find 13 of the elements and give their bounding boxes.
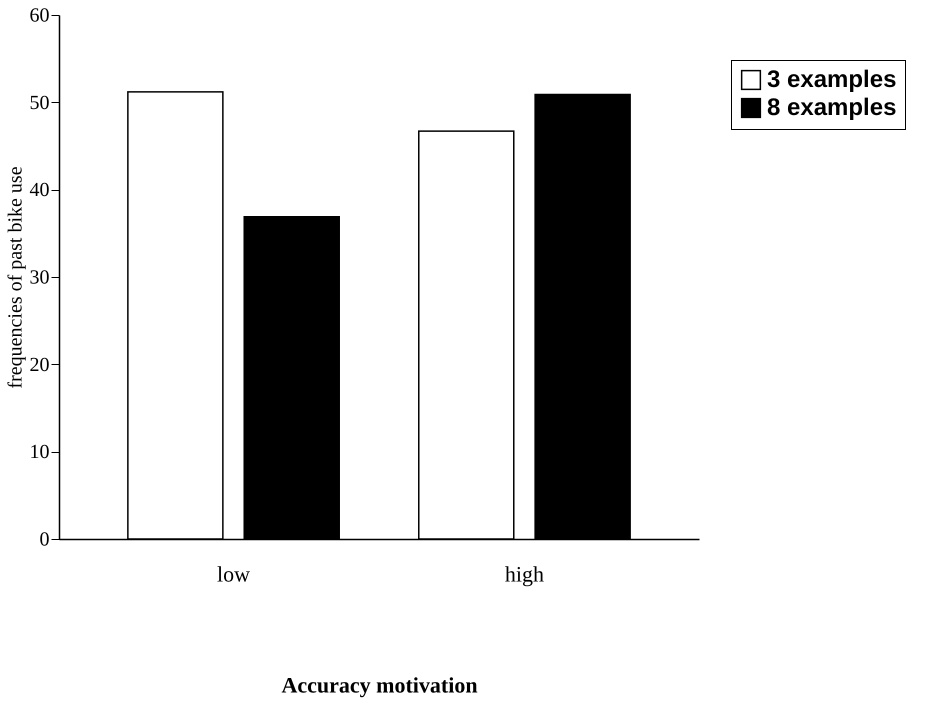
y-tick-label: 40 — [30, 179, 50, 202]
y-tick-label: 30 — [30, 266, 50, 288]
y-axis-title: frequencies of past bike use — [4, 166, 26, 389]
y-tick-label: 50 — [30, 92, 50, 114]
x-axis-title: Accuracy motivation — [281, 672, 478, 698]
y-tick-label: 0 — [40, 528, 50, 550]
legend-label: 3 examples — [767, 66, 896, 93]
y-tick-label: 60 — [30, 4, 50, 26]
y-tick-label: 10 — [30, 441, 50, 464]
x-tick-label: high — [504, 562, 544, 586]
x-tick-label: low — [217, 562, 250, 586]
y-tick-label: 20 — [30, 354, 50, 376]
legend-label: 8 examples — [767, 94, 896, 121]
